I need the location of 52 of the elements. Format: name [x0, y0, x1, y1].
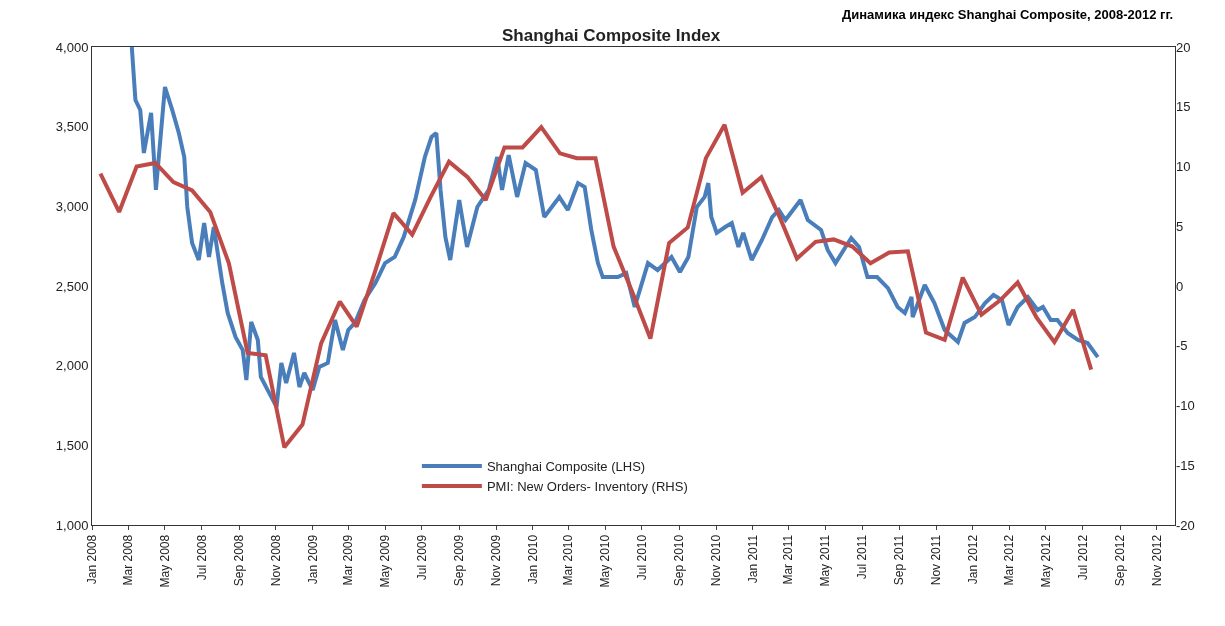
x-tick-label: Jan 2011	[745, 534, 760, 584]
x-tick-label: Mar 2008	[121, 534, 136, 586]
x-tick-label: Sep 2009	[452, 534, 467, 587]
y-tick-label: 3,500	[55, 119, 89, 135]
y2-tick-label: 0	[1176, 278, 1184, 294]
y-tick-label: 1,000	[55, 517, 89, 533]
x-tick-label: Mar 2010	[561, 534, 576, 586]
x-tick-label: Nov 2009	[488, 534, 503, 587]
x-tick-label: Jul 2011	[854, 534, 869, 580]
x-tick-label: Nov 2012	[1149, 534, 1164, 587]
x-tick-label: May 2008	[157, 534, 172, 588]
x-tick-label: Nov 2011	[929, 534, 944, 586]
y-tick-label: 3,000	[55, 198, 89, 214]
x-tick-label: Sep 2012	[1113, 534, 1128, 587]
y2-tick-label: -10	[1176, 398, 1195, 414]
x-tick-label: May 2010	[598, 534, 613, 588]
y-tick-label: 1,500	[55, 437, 89, 453]
y-tick-label: 4,000	[55, 39, 89, 55]
x-tick-label: Mar 2011	[781, 534, 796, 585]
y2-tick-label: -15	[1176, 457, 1195, 473]
x-tick-label: Mar 2009	[341, 534, 356, 586]
x-tick-label: Nov 2008	[268, 534, 283, 587]
y2-tick-label: 10	[1176, 159, 1191, 175]
y2-tick-label: -5	[1176, 338, 1188, 354]
x-tick-label: Mar 2012	[1002, 534, 1017, 586]
x-tick-label: Sep 2010	[672, 534, 687, 587]
line-series	[98, 122, 1094, 450]
x-tick-label: Jul 2009	[414, 534, 429, 581]
y2-tick-label: -20	[1176, 517, 1195, 533]
x-tick-label: Jan 2008	[84, 534, 99, 585]
x-tick-label: Nov 2010	[709, 534, 724, 587]
x-tick-label: Jan 2009	[305, 534, 320, 585]
y-tick-label: 2,000	[55, 358, 89, 374]
legend-label: PMI: New Orders- Inventory (RHS)	[486, 479, 688, 495]
chart-title: Shanghai Composite Index	[502, 26, 721, 45]
x-tick-label: Jul 2008	[194, 534, 209, 581]
x-tick-label: Jul 2010	[634, 534, 649, 581]
chart-subtitle: Динамика индекс Shanghai Composite, 2008-2012 гг.	[842, 7, 1174, 22]
legend-label: Shanghai Composite (LHS)	[486, 459, 646, 475]
y2-tick-label: 5	[1176, 218, 1184, 234]
x-tick-label: May 2011	[818, 534, 833, 587]
line-series	[129, 47, 1100, 409]
x-tick-label: Sep 2008	[232, 534, 247, 587]
x-tick-label: Sep 2011	[892, 534, 907, 586]
x-tick-label: Jan 2012	[965, 534, 980, 585]
x-tick-label: Jul 2012	[1075, 534, 1090, 581]
x-tick-label: May 2009	[377, 534, 392, 588]
x-tick-label: Jan 2010	[525, 534, 540, 585]
y2-tick-label: 20	[1176, 39, 1191, 55]
y-tick-label: 2,500	[55, 278, 89, 294]
x-tick-label: May 2012	[1038, 534, 1053, 588]
y2-tick-label: 15	[1176, 99, 1191, 115]
